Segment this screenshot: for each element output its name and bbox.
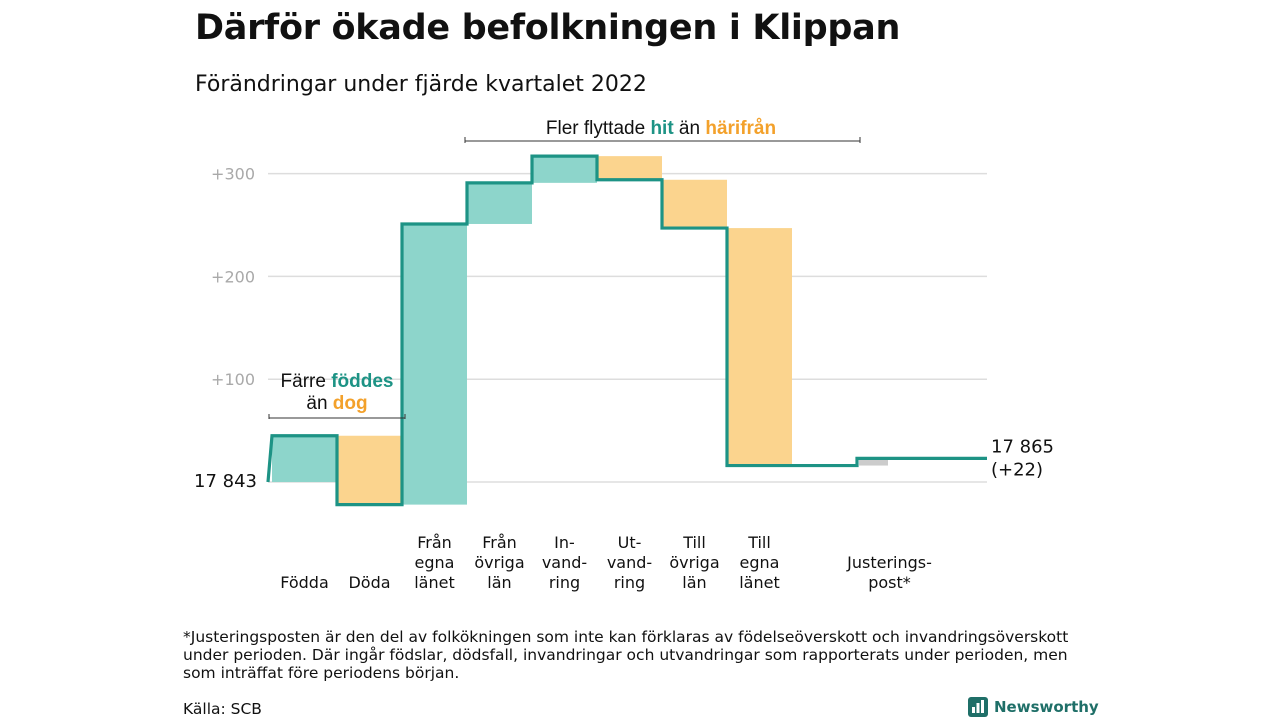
- chart-subtitle: Förändringar under fjärde kvartalet 2022: [195, 72, 647, 97]
- x-category-label: Till: [747, 533, 771, 552]
- x-category-label: Från: [482, 533, 517, 552]
- x-category-label: In-: [554, 533, 575, 552]
- x-category-label: Till: [682, 533, 706, 552]
- brand[interactable]: Newsworthy: [968, 697, 1099, 717]
- y-tick-label: +100: [211, 370, 255, 389]
- x-category-label: vand-: [542, 553, 587, 572]
- bar-0: [272, 435, 337, 482]
- y-tick-label: +300: [211, 165, 255, 184]
- bracket-births-deaths: [268, 414, 406, 419]
- x-category-label: övriga: [669, 553, 719, 572]
- x-category-label: post*: [868, 573, 911, 592]
- x-category-label: länet: [739, 573, 780, 592]
- x-category-label: ring: [614, 573, 645, 592]
- brand-name: Newsworthy: [994, 698, 1099, 716]
- x-category-label: Födda: [280, 573, 329, 592]
- bar-4: [532, 156, 597, 183]
- chart-title: Därför ökade befolkningen i Klippan: [195, 8, 901, 48]
- bar-7: [727, 228, 792, 466]
- end-change-label: (+22): [991, 459, 1043, 480]
- bars-layer: [272, 156, 888, 505]
- x-category-label: länet: [414, 573, 455, 592]
- annotation-births-deaths-line2: än dog: [306, 393, 367, 414]
- x-category-label: län: [682, 573, 706, 592]
- end-value-label: 17 865: [991, 436, 1054, 457]
- bar-2: [402, 223, 467, 505]
- bar-3: [467, 182, 532, 224]
- annotation-births-deaths: Färre föddes än dog: [268, 371, 406, 419]
- x-category-label: vand-: [607, 553, 652, 572]
- x-category-label: Ut-: [618, 533, 642, 552]
- y-tick-label: +200: [211, 267, 255, 286]
- x-category-label: övriga: [474, 553, 524, 572]
- x-category-label: län: [487, 573, 511, 592]
- newsworthy-logo-icon: [968, 697, 988, 717]
- x-category-label: ring: [549, 573, 580, 592]
- x-category-label: Döda: [348, 573, 390, 592]
- annotation-migration-text: Fler flyttade hit än härifrån: [546, 118, 776, 139]
- start-value-label: 17 843: [194, 471, 257, 492]
- source-label: Källa: SCB: [183, 700, 262, 718]
- step-line-layer: [266, 154, 987, 507]
- step-line: [266, 154, 987, 507]
- bar-9: [859, 458, 888, 466]
- x-category-label: egna: [415, 553, 455, 572]
- x-category-label: Från: [417, 533, 452, 552]
- bar-6: [662, 179, 727, 229]
- x-category-label: egna: [740, 553, 780, 572]
- bar-5: [597, 156, 662, 180]
- annotation-births-deaths-line1: Färre föddes: [281, 371, 394, 392]
- footnote: *Justeringsposten är den del av folkökni…: [183, 628, 1069, 682]
- x-category-label: Justerings-: [846, 553, 932, 572]
- annotation-migration: Fler flyttade hit än härifrån: [464, 118, 861, 143]
- bar-1: [337, 435, 402, 505]
- bracket-migration: [464, 137, 861, 143]
